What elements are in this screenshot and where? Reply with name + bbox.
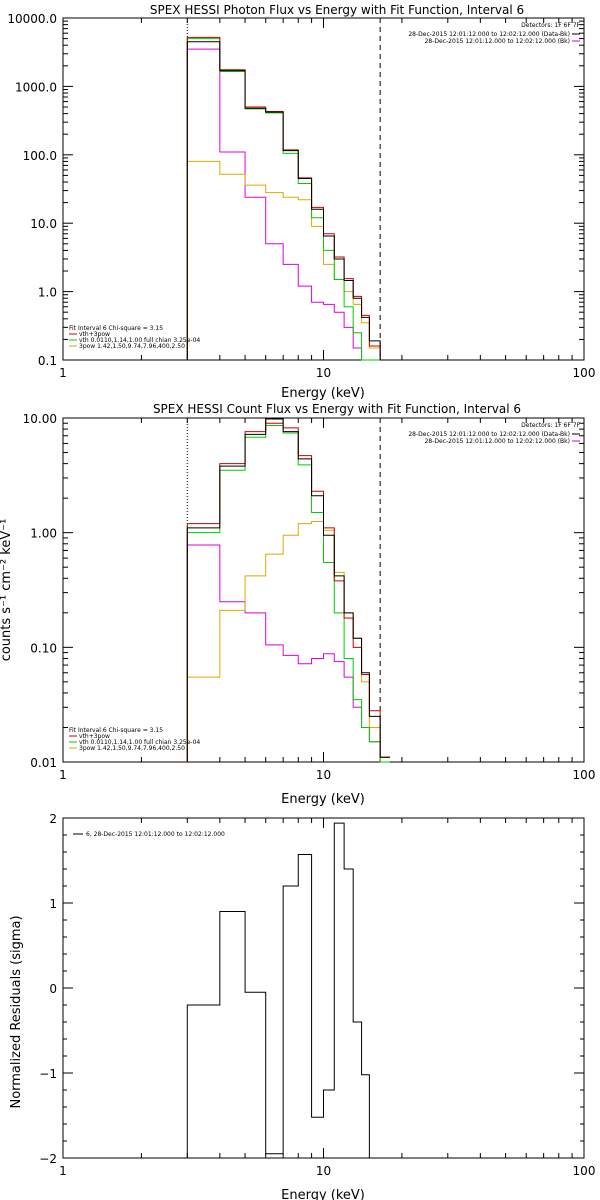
panel0-series-vth xyxy=(186,38,390,361)
panel1-y-tick-label: 1.00 xyxy=(30,527,57,541)
panel1-x-tick-label: 1 xyxy=(59,768,67,782)
panel1-legend-label: 28-Dec-2015 12:01:12.000 to 12:02:12.000… xyxy=(408,431,570,438)
panel2-x-tick-label: 1 xyxy=(59,1164,67,1178)
panel0-y-tick-label: 10000.0 xyxy=(7,12,57,26)
panel1-fit-legend-label: vth+3pow xyxy=(79,733,110,740)
panel0-y-tick-label: 100.0 xyxy=(23,149,57,163)
panel0-y-tick-label: 1000.0 xyxy=(15,80,57,94)
panel0-fit-legend-label: vth 0.0110,1.14,1.00 full chian 3.25e-04 xyxy=(79,337,200,344)
panel0-x-tick-label: 100 xyxy=(573,366,596,380)
panel1-series-data-bk xyxy=(186,418,390,762)
panel1-series-vth xyxy=(186,425,390,763)
panel2-y-tick-label: 2 xyxy=(49,812,57,826)
panel0-series-3pow xyxy=(186,160,390,361)
panel1-y-tick-label: 0.01 xyxy=(30,756,57,770)
photon-flux-title: SPEX HESSI Photon Flux vs Energy with Fi… xyxy=(150,3,524,17)
photon-flux-panel: SPEX HESSI Photon Flux vs Energy with Fi… xyxy=(7,3,595,401)
panel2-x-tick-label: 100 xyxy=(573,1164,596,1178)
panel0-fit-legend-label: 3pow 1.42,1.50,9.74,7.96,400,2.50 xyxy=(79,343,185,350)
panel0-y-tick-label: 1.0 xyxy=(38,286,57,300)
panel0-legend-label: 28-Dec-2015 12:01:12.000 to 12:02:12.000… xyxy=(408,31,570,38)
panel1-fit-legend-label: vth 0.0110,1.14,1.00 full chian 3.25e-04 xyxy=(79,739,200,746)
panel0-y-tick-label: 0.1 xyxy=(38,354,57,368)
panel0-x-tick-label: 10 xyxy=(316,366,331,380)
panel0-series-data-bk xyxy=(186,41,390,361)
residuals-panel: Energy (keV) Normalized Residuals (sigma… xyxy=(9,812,595,1200)
panel1-series-vth-3pow xyxy=(186,422,390,762)
panel0-series-vth-3pow xyxy=(186,36,390,361)
panel0-legend-header: Detectors: 1F 6F 7F xyxy=(521,22,580,29)
panel0-fit-legend-header: Fit Interval 6 Chi-square = 3.15 xyxy=(69,325,163,332)
panel1-legend-header: Detectors: 1F 6F 7F xyxy=(521,422,580,429)
panel1-x-tick-label: 100 xyxy=(573,768,596,782)
panel1-y-tick-label: 10.00 xyxy=(23,412,57,426)
panel1-series-bk xyxy=(186,544,390,763)
panel1-series-3pow xyxy=(186,521,390,762)
residuals-xlabel: Energy (keV) xyxy=(281,1188,365,1200)
panel2-y-tick-label: −1 xyxy=(39,1067,57,1081)
panel1-fit-legend-header: Fit Interval 6 Chi-square = 3.15 xyxy=(69,727,163,734)
residuals-ylabel: Normalized Residuals (sigma) xyxy=(9,915,24,1108)
count-flux-xlabel: Energy (keV) xyxy=(281,792,365,807)
panel1-legend-label: 28-Dec-2015 12:01:12.000 to 12:02:12.000… xyxy=(425,438,570,445)
panel0-axes-frame xyxy=(62,17,585,361)
panel1-y-tick-label: 0.10 xyxy=(30,641,57,655)
count-flux-panel: SPEX HESSI Count Flux vs Energy with Fit… xyxy=(0,402,595,807)
photon-flux-xlabel: Energy (keV) xyxy=(281,386,365,401)
panel2-series-residuals xyxy=(186,822,381,1159)
panel1-x-tick-label: 10 xyxy=(316,768,331,782)
panel0-legend-label: 28-Dec-2015 12:01:12.000 to 12:02:12.000… xyxy=(425,38,570,45)
panel1-fit-legend-label: 3pow 1.42,1.50,9.74,7.96,400,2.50 xyxy=(79,745,185,752)
panel0-series-bk xyxy=(186,48,390,361)
panel2-y-tick-label: 0 xyxy=(49,982,57,996)
panel2-y-tick-label: 1 xyxy=(49,897,57,911)
panel0-fit-legend-label: vth+3pow xyxy=(79,331,110,338)
panel2-x-tick-label: 10 xyxy=(316,1164,331,1178)
panel2-legend-label: 6, 28-Dec-2015 12:01:12.000 to 12:02:12.… xyxy=(86,831,225,838)
panel0-y-tick-label: 10.0 xyxy=(30,217,57,231)
panel1-axes-frame xyxy=(62,417,585,763)
panel2-y-tick-label: −2 xyxy=(39,1152,57,1166)
count-flux-ylabel: counts s⁻¹ cm⁻² keV⁻¹ xyxy=(0,519,14,662)
panel0-x-tick-label: 1 xyxy=(59,366,67,380)
count-flux-title: SPEX HESSI Count Flux vs Energy with Fit… xyxy=(153,402,521,416)
